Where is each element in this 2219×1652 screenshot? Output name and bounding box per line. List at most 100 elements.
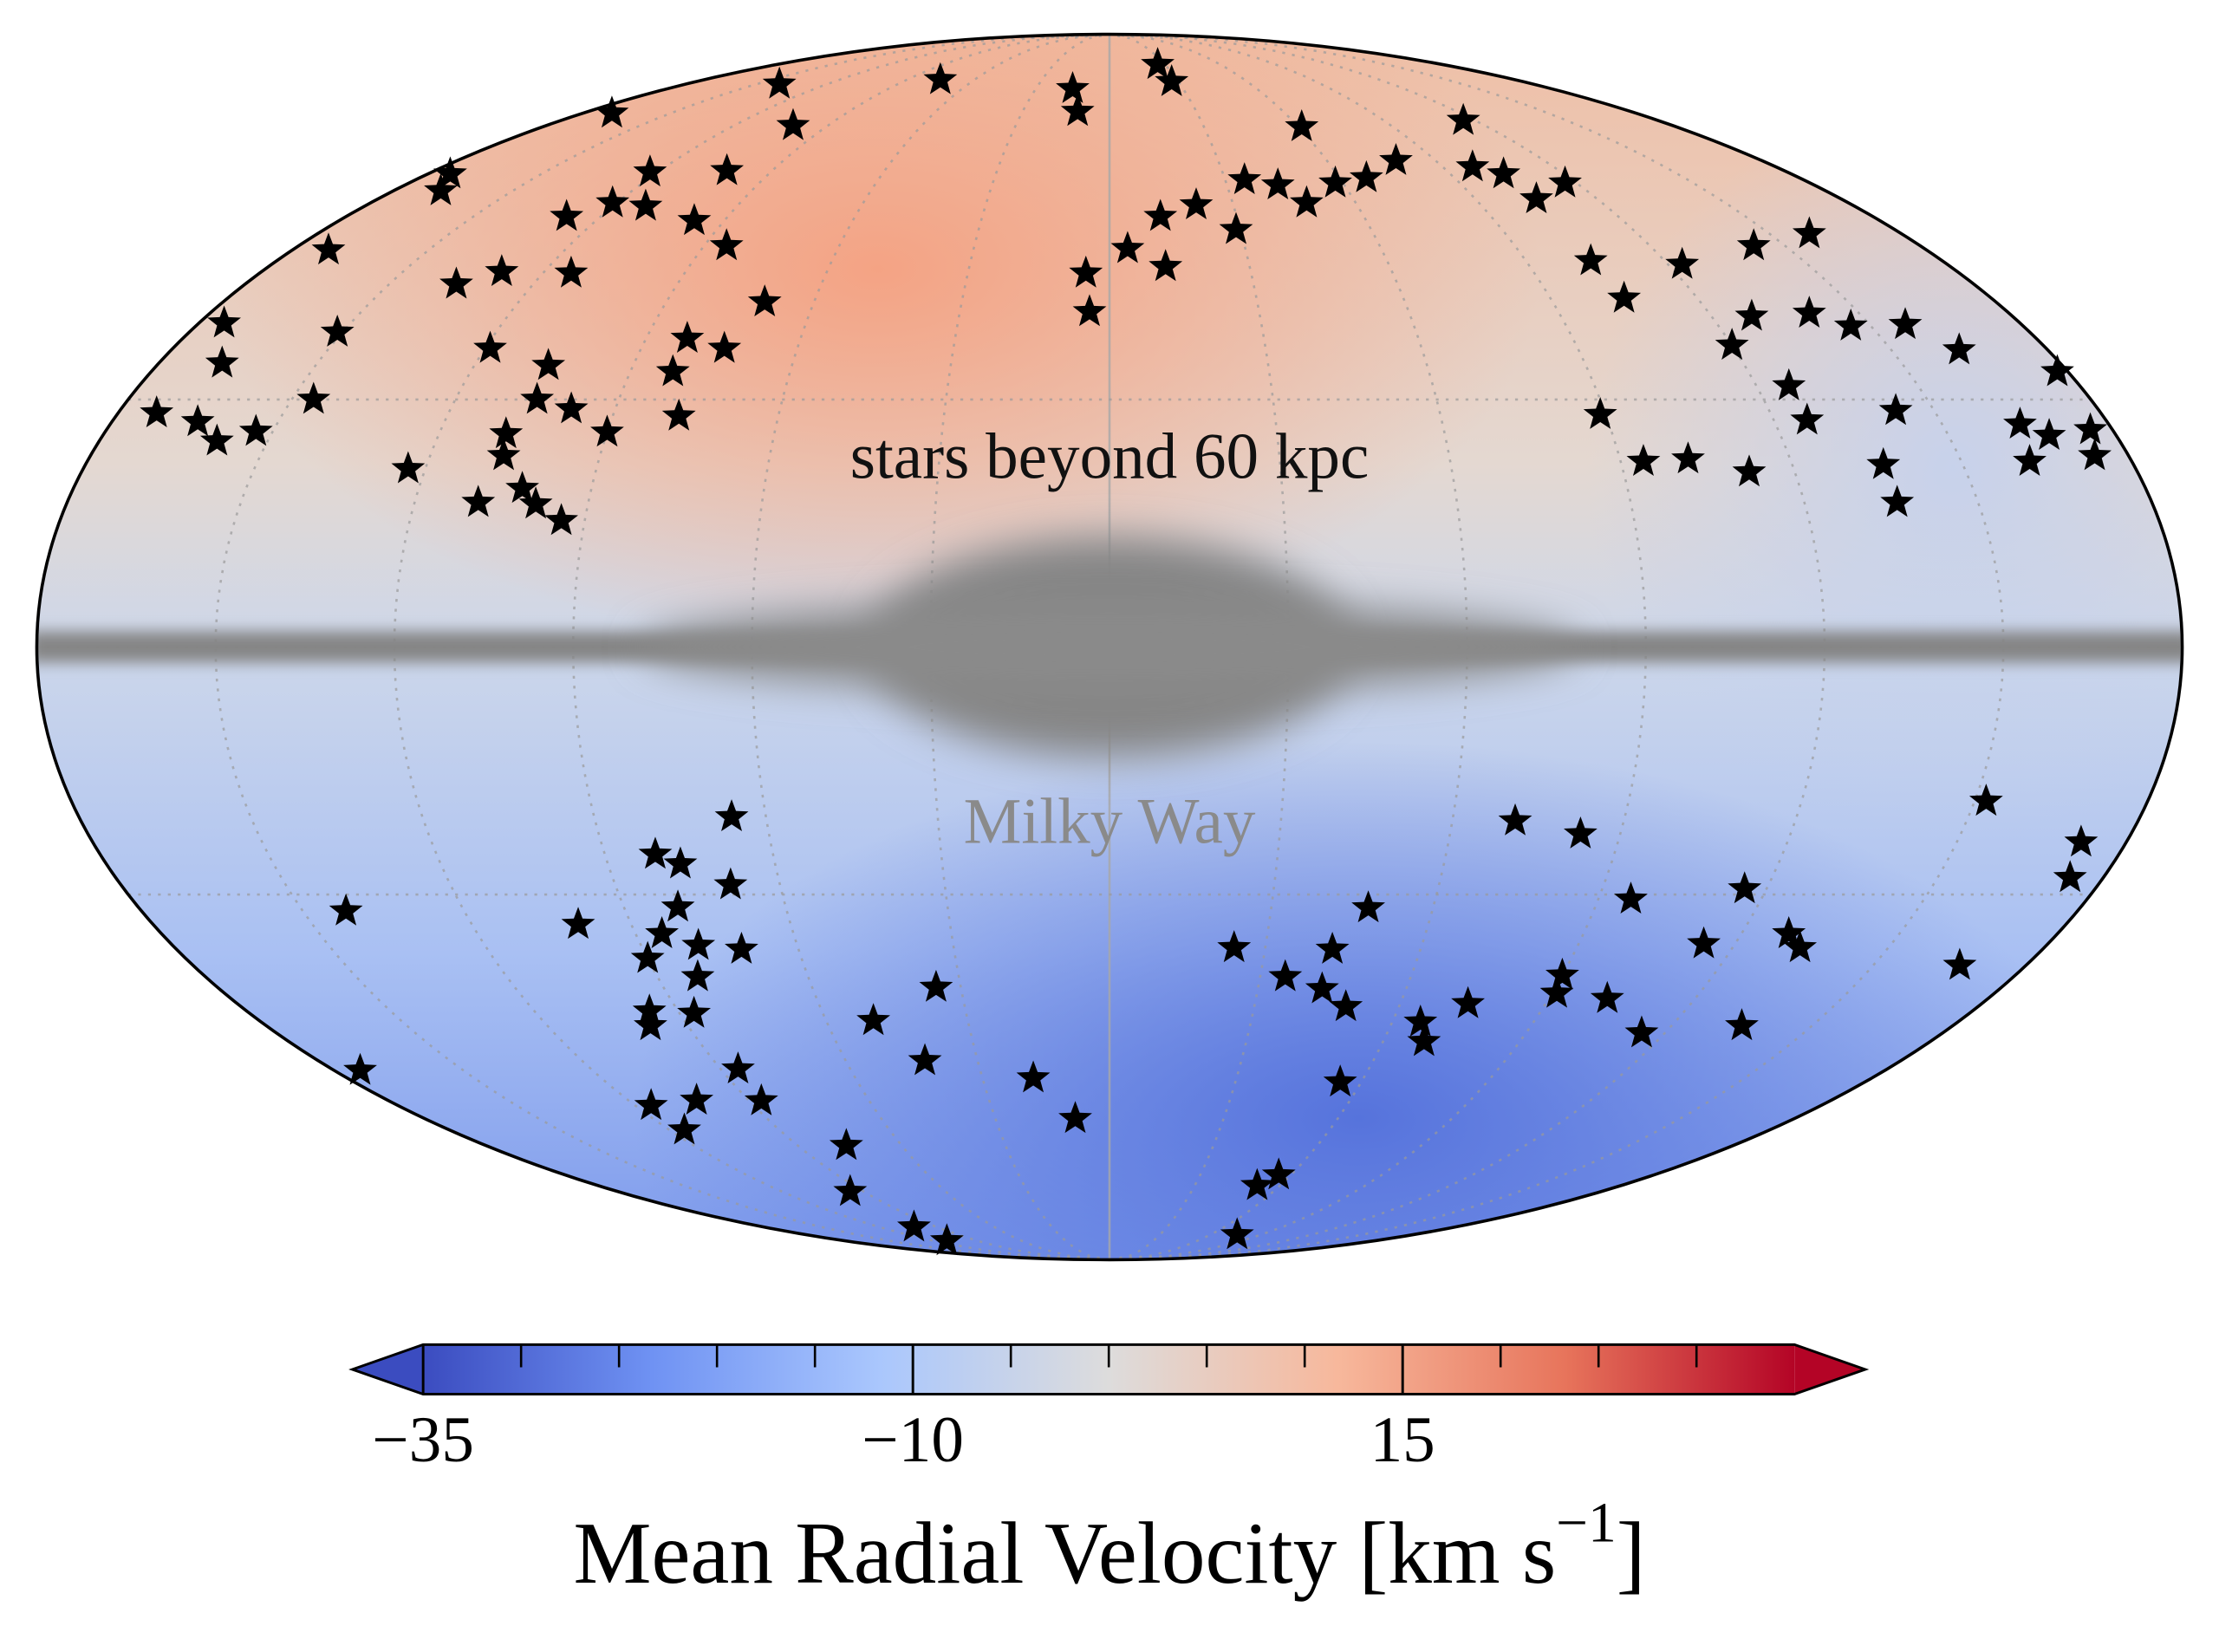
star-point: [1545, 957, 1579, 990]
grid-line: [214, 34, 1110, 1260]
star-point: [747, 284, 782, 316]
star-point: [1687, 926, 1721, 959]
star-point: [1539, 975, 1574, 1008]
star-point: [1069, 255, 1103, 288]
star-point: [238, 413, 273, 446]
star-point: [744, 1083, 778, 1115]
star-point: [505, 471, 539, 504]
star-point: [140, 395, 174, 428]
star-point: [2053, 860, 2087, 893]
star-point: [2040, 354, 2074, 387]
star-point: [923, 62, 958, 94]
star-point: [320, 315, 355, 347]
star-point: [1141, 47, 1175, 80]
star-point: [1451, 985, 1485, 1018]
star-point: [1725, 1008, 1759, 1041]
star-point: [391, 451, 426, 484]
star-point: [486, 438, 521, 471]
star-point: [1624, 1015, 1659, 1048]
star-point: [1240, 1167, 1274, 1200]
star-point: [1220, 1217, 1254, 1250]
star-point: [1614, 881, 1648, 914]
star-point: [632, 993, 667, 1026]
star-point: [776, 107, 810, 140]
star-point: [1583, 396, 1617, 429]
star-point: [1305, 971, 1339, 1004]
star-point: [1446, 102, 1480, 135]
star-point: [520, 381, 555, 414]
star-point: [2032, 418, 2066, 451]
star-point: [634, 1088, 668, 1121]
star-point: [1942, 947, 1977, 980]
star-point: [554, 255, 589, 288]
star-point: [1548, 165, 1582, 198]
star-point: [180, 404, 215, 437]
colorbar-tick-label: −35: [372, 1404, 473, 1476]
star-point: [1058, 1101, 1092, 1134]
colorbar-label-text: Mean Radial Velocity [km s: [573, 1505, 1556, 1602]
star-point: [670, 321, 705, 354]
annotation: stars beyond 60 kpc: [850, 420, 1370, 492]
star-point: [2003, 406, 2037, 439]
star-point: [590, 414, 624, 447]
star-point: [655, 354, 690, 387]
star-point: [424, 172, 458, 205]
star-point: [1403, 1004, 1438, 1037]
star-point: [2064, 824, 2099, 857]
star-point: [1626, 444, 1661, 476]
star-point: [296, 381, 331, 414]
star-point: [1149, 249, 1183, 282]
star-point: [677, 203, 712, 236]
star-point: [205, 345, 239, 378]
colorbar-extend-low: [352, 1344, 424, 1395]
star-point: [680, 1083, 714, 1115]
milky-way: [36, 537, 2183, 758]
star-point: [1792, 296, 1826, 328]
star-point: [2073, 412, 2107, 445]
star-point: [1072, 294, 1107, 327]
star-point: [833, 1174, 868, 1206]
colorbar-label-sup: −1: [1556, 1493, 1616, 1555]
star-point: [634, 1008, 667, 1041]
colorbar-label: Mean Radial Velocity [km s−1]: [573, 1493, 1645, 1602]
star-point: [1455, 149, 1490, 182]
colorbar-label-end: ]: [1617, 1505, 1646, 1602]
star-point: [677, 995, 712, 1028]
star-point: [1379, 143, 1413, 175]
star-point: [680, 959, 715, 992]
star-point: [660, 889, 695, 922]
star-point: [1329, 989, 1363, 1022]
star-point: [561, 907, 595, 940]
annotation: Milky Way: [964, 786, 1256, 858]
star-point: [1155, 63, 1189, 96]
star-point: [628, 188, 663, 221]
star-point: [1519, 181, 1553, 214]
star-point: [667, 1112, 701, 1145]
star-point: [485, 254, 519, 287]
star-point: [329, 893, 363, 926]
star-point: [1260, 167, 1295, 200]
star-point: [1179, 187, 1214, 220]
star-point: [1772, 367, 1806, 400]
star-point: [461, 485, 496, 517]
star-point: [343, 1052, 377, 1085]
stars: [140, 47, 2112, 1256]
star-point: [721, 1051, 755, 1084]
star-point: [1732, 454, 1767, 487]
star-point: [762, 66, 797, 99]
star-point: [1290, 185, 1324, 218]
star-point: [1888, 307, 1923, 340]
star-point: [1968, 784, 2003, 816]
star-point: [2078, 438, 2112, 471]
colorbar-tick-label: −10: [862, 1404, 963, 1476]
star-point: [2013, 444, 2047, 476]
star-point: [630, 940, 665, 973]
star-point: [929, 1223, 964, 1256]
star-point: [1060, 94, 1095, 127]
star-point: [473, 330, 507, 363]
star-point: [207, 305, 241, 338]
star-point: [908, 1043, 942, 1076]
star-point: [439, 266, 473, 299]
star-point: [919, 969, 953, 1002]
